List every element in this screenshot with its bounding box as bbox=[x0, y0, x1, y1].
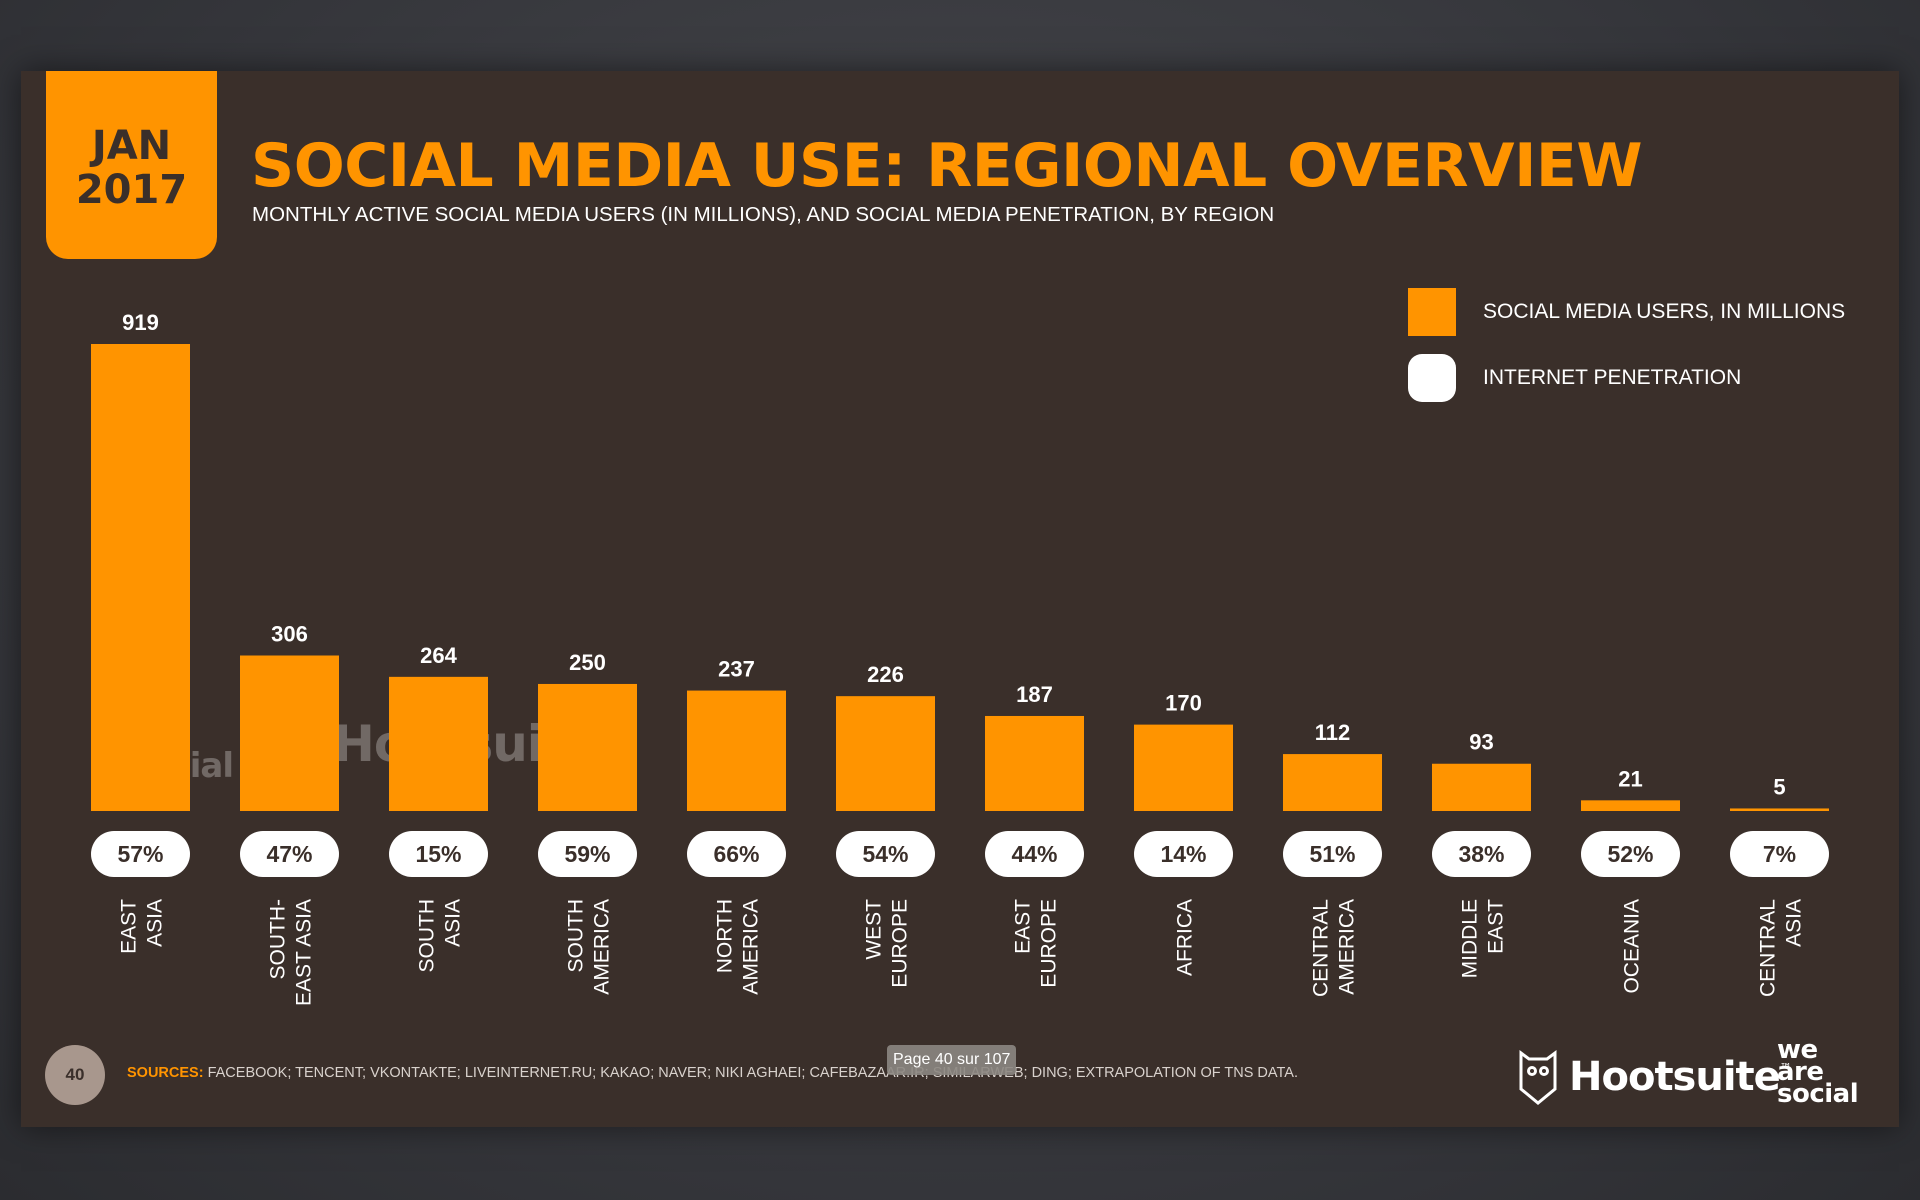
category-label: AMERICA bbox=[740, 899, 763, 995]
penetration-label: 44% bbox=[1011, 841, 1057, 867]
data-label: 112 bbox=[1315, 720, 1351, 745]
bar bbox=[1432, 763, 1531, 811]
legend-item-users: SOCIAL MEDIA USERS, IN MILLIONS bbox=[1408, 288, 1888, 336]
legend-label-penetration: INTERNET PENETRATION bbox=[1483, 366, 1742, 389]
badge-year: 2017 bbox=[75, 167, 188, 213]
data-label: 226 bbox=[867, 662, 904, 687]
category-label: ASIA bbox=[442, 899, 465, 947]
page-number: 40 bbox=[45, 1045, 105, 1105]
sources: SOURCES: FACEBOOK; TENCENT; VKONTAKTE; L… bbox=[127, 1065, 1298, 1081]
penetration-label: 47% bbox=[266, 841, 312, 867]
penetration-pill bbox=[687, 831, 786, 877]
date-badge: JAN 2017 bbox=[46, 71, 217, 259]
sources-label: SOURCES: bbox=[127, 1065, 204, 1081]
data-label: 21 bbox=[1618, 766, 1642, 791]
hootsuite-logo: Hootsuite ™ bbox=[1517, 1047, 1792, 1107]
bar bbox=[538, 683, 637, 811]
brand-we: we bbox=[1777, 1035, 1818, 1065]
penetration-pill bbox=[985, 831, 1084, 877]
penetration-label: 15% bbox=[415, 841, 461, 867]
data-label: 250 bbox=[569, 650, 606, 675]
category-label: AMERICA bbox=[591, 899, 614, 995]
we-are-social-logo: we are social bbox=[1777, 1035, 1859, 1109]
penetration-pill bbox=[1432, 831, 1531, 877]
badge-month: JAN bbox=[91, 123, 172, 169]
category-label: SOUTH bbox=[416, 899, 439, 973]
category-label: WEST bbox=[863, 899, 886, 960]
category-label: AFRICA bbox=[1174, 899, 1197, 976]
penetration-pill bbox=[538, 831, 637, 877]
category-label: NORTH bbox=[714, 899, 737, 973]
category-label: AMERICA bbox=[1336, 899, 1359, 995]
penetration-label: 7% bbox=[1763, 841, 1796, 867]
brand-are: are bbox=[1777, 1057, 1824, 1087]
category-label: EUROPE bbox=[889, 899, 912, 988]
data-label: 919 bbox=[122, 310, 159, 335]
penetration-label: 59% bbox=[564, 841, 610, 867]
page-title: SOCIAL MEDIA USE: REGIONAL OVERVIEW bbox=[251, 131, 1643, 201]
category-label: EAST bbox=[118, 899, 141, 954]
bar bbox=[1283, 754, 1382, 811]
category-label: MIDDLE bbox=[1459, 899, 1482, 978]
penetration-label: 57% bbox=[117, 841, 163, 867]
bar bbox=[1134, 724, 1233, 811]
data-label: 187 bbox=[1016, 682, 1053, 707]
category-label: ASIA bbox=[144, 899, 167, 947]
category-label: ASIA bbox=[1783, 899, 1806, 947]
penetration-label: 51% bbox=[1309, 841, 1355, 867]
penetration-pill bbox=[91, 831, 190, 877]
penetration-pill bbox=[1730, 831, 1829, 877]
data-label: 237 bbox=[718, 657, 755, 682]
legend-label-users: SOCIAL MEDIA USERS, IN MILLIONS bbox=[1483, 300, 1846, 323]
penetration-label: 66% bbox=[713, 841, 759, 867]
penetration-pill bbox=[836, 831, 935, 877]
category-label: CENTRAL bbox=[1310, 899, 1333, 997]
bar bbox=[91, 344, 190, 811]
penetration-pill bbox=[240, 831, 339, 877]
page-subtitle: MONTHLY ACTIVE SOCIAL MEDIA USERS (IN MI… bbox=[252, 203, 1275, 226]
slide: JAN 2017 SOCIAL MEDIA USE: REGIONAL OVER… bbox=[21, 71, 1899, 1127]
hootsuite-name: Hootsuite bbox=[1569, 1054, 1781, 1100]
category-label: EAST ASIA bbox=[293, 899, 316, 1006]
bar bbox=[836, 696, 935, 811]
bar bbox=[240, 655, 339, 811]
category-label: SOUTH- bbox=[267, 899, 290, 980]
bar bbox=[1581, 800, 1680, 811]
category-label: EAST bbox=[1485, 899, 1508, 954]
data-label: 264 bbox=[420, 643, 457, 668]
penetration-pill bbox=[1581, 831, 1680, 877]
legend-swatch-penetration bbox=[1408, 354, 1456, 402]
hootsuite-tm: ™ bbox=[1779, 1061, 1792, 1075]
data-label: 170 bbox=[1165, 691, 1202, 716]
penetration-pill bbox=[389, 831, 488, 877]
bar bbox=[985, 715, 1084, 811]
data-label: 306 bbox=[271, 622, 308, 647]
penetration-label: 54% bbox=[862, 841, 908, 867]
category-label: EUROPE bbox=[1038, 899, 1061, 988]
category-label: SOUTH bbox=[565, 899, 588, 973]
penetration-pill bbox=[1134, 831, 1233, 877]
penetration-pill bbox=[1283, 831, 1382, 877]
bar bbox=[389, 676, 488, 811]
category-label: OCEANIA bbox=[1621, 899, 1644, 994]
owl-icon bbox=[1519, 1050, 1557, 1105]
penetration-label: 38% bbox=[1458, 841, 1504, 867]
page-indicator: Page 40 sur 107 bbox=[887, 1045, 1017, 1075]
bar bbox=[687, 690, 786, 811]
data-label: 93 bbox=[1469, 730, 1493, 755]
penetration-label: 14% bbox=[1160, 841, 1206, 867]
legend-swatch-users bbox=[1408, 288, 1456, 336]
data-label: 5 bbox=[1773, 774, 1785, 799]
sources-text: FACEBOOK; TENCENT; VKONTAKTE; LIVEINTERN… bbox=[207, 1065, 1298, 1081]
brand-social: social bbox=[1777, 1079, 1859, 1109]
penetration-label: 52% bbox=[1607, 841, 1653, 867]
category-label: CENTRAL bbox=[1757, 899, 1780, 997]
legend-item-penetration: INTERNET PENETRATION bbox=[1408, 354, 1888, 402]
bar bbox=[1730, 808, 1829, 811]
category-label: EAST bbox=[1012, 899, 1035, 954]
